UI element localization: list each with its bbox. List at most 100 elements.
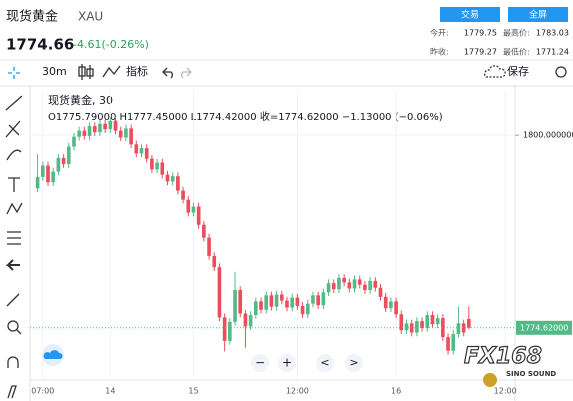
candle-body <box>124 128 128 138</box>
stat-value: 1783.03 <box>536 29 569 38</box>
candle-body <box>129 128 133 145</box>
scroll-right-label[interactable]: > <box>349 356 358 369</box>
settings[interactable] <box>555 66 567 78</box>
candle-body <box>196 206 201 225</box>
fullscreen-label[interactable]: 全屏 <box>529 9 547 21</box>
indicator-icon[interactable] <box>102 65 121 78</box>
candle-body <box>316 295 320 306</box>
candle-body <box>66 146 71 165</box>
x-tick-label: 15 <box>188 387 198 396</box>
candle-body <box>238 290 243 314</box>
candle-body <box>108 120 113 130</box>
candle-body <box>228 321 232 341</box>
candle-body <box>300 305 305 315</box>
candle-body <box>290 297 295 308</box>
x-tick-label: 14 <box>105 387 115 396</box>
candle-body <box>56 157 61 172</box>
scroll-right[interactable] <box>345 354 363 372</box>
x-tick-label: 12:00 <box>286 387 309 396</box>
candle-body <box>155 162 159 170</box>
candle-body <box>404 323 409 331</box>
candle-body <box>467 318 471 328</box>
candle-body <box>233 290 237 322</box>
candle-body <box>176 176 180 191</box>
candle-body <box>378 287 383 297</box>
candle-body <box>144 148 149 159</box>
candle-body <box>243 313 248 327</box>
stat-label: 昨收: <box>430 47 449 57</box>
candle-body <box>212 255 217 268</box>
candle-body <box>430 315 435 325</box>
zoom-in[interactable] <box>278 354 296 372</box>
candle-body <box>165 174 170 182</box>
trade-label[interactable]: 交易 <box>461 9 479 21</box>
candle-body <box>103 123 107 130</box>
candle-body <box>441 318 445 338</box>
candle-body <box>51 171 56 183</box>
candle-body <box>35 176 40 189</box>
candle-body <box>456 323 461 335</box>
candle-body <box>82 130 87 136</box>
symbol: XAU <box>78 10 103 24</box>
candle-body <box>181 190 185 200</box>
zoom-out[interactable] <box>251 354 269 372</box>
fullscreen-button[interactable] <box>508 7 568 22</box>
indicators[interactable]: 指标 <box>126 64 148 78</box>
undo[interactable] <box>162 67 173 79</box>
cloud-button-icon[interactable] <box>43 350 63 359</box>
candle-body <box>92 126 97 133</box>
zoom-in-label[interactable]: + <box>282 356 292 370</box>
cloud-icon[interactable] <box>484 65 506 78</box>
candle-body <box>61 157 66 165</box>
redo[interactable] <box>181 67 192 79</box>
candle-body <box>337 277 341 290</box>
zoom-out-label[interactable]: − <box>255 356 265 370</box>
candle-body <box>357 279 362 285</box>
candle-body <box>217 267 222 318</box>
candle-body <box>72 136 76 147</box>
candle-body <box>295 297 300 306</box>
candle-body <box>311 295 315 304</box>
stat-label: 最低价: <box>503 47 530 57</box>
candle-body <box>186 199 191 213</box>
candle-body <box>383 296 388 309</box>
candle-body <box>399 314 404 331</box>
candle-body <box>202 224 206 238</box>
save[interactable]: 保存 <box>507 64 529 78</box>
candle-body <box>98 123 102 133</box>
candle-body <box>274 294 279 307</box>
candle-body <box>248 315 253 327</box>
candle-body <box>342 277 346 283</box>
legend-ohlc: O1775.79000 H1777.45000 L1774.42000 收=17… <box>48 110 443 123</box>
candle-body <box>451 334 456 351</box>
candle-body <box>207 237 211 256</box>
scroll-left[interactable] <box>316 354 334 372</box>
candle-body <box>394 301 398 315</box>
candle-body <box>415 321 419 333</box>
candle-body <box>134 144 139 154</box>
candle-body <box>77 130 81 137</box>
candle-body <box>113 120 118 131</box>
candle-body <box>222 317 227 341</box>
trade-button[interactable] <box>440 7 500 22</box>
tools[interactable] <box>5 67 23 399</box>
legend-name: 现货黄金, 30 <box>48 93 113 107</box>
scroll-left-label[interactable]: < <box>320 356 329 369</box>
x-tick-label: 16 <box>391 387 401 396</box>
y-tick-label: 1800.000000 <box>523 131 573 140</box>
candle-type-icon[interactable] <box>78 64 94 80</box>
candle-body <box>331 283 336 290</box>
candle-body <box>347 282 352 289</box>
candle-body <box>461 323 466 333</box>
candle-body <box>373 280 378 288</box>
candle-body <box>87 126 92 136</box>
candle-body <box>446 337 450 351</box>
stat-value: 1771.24 <box>536 48 569 57</box>
interval[interactable]: 30m <box>42 65 67 78</box>
watermark-brand: FX168 <box>464 344 542 369</box>
candle-body <box>279 294 284 301</box>
candle-body <box>40 165 45 177</box>
candle-body <box>150 158 154 170</box>
candle-body <box>170 176 175 182</box>
